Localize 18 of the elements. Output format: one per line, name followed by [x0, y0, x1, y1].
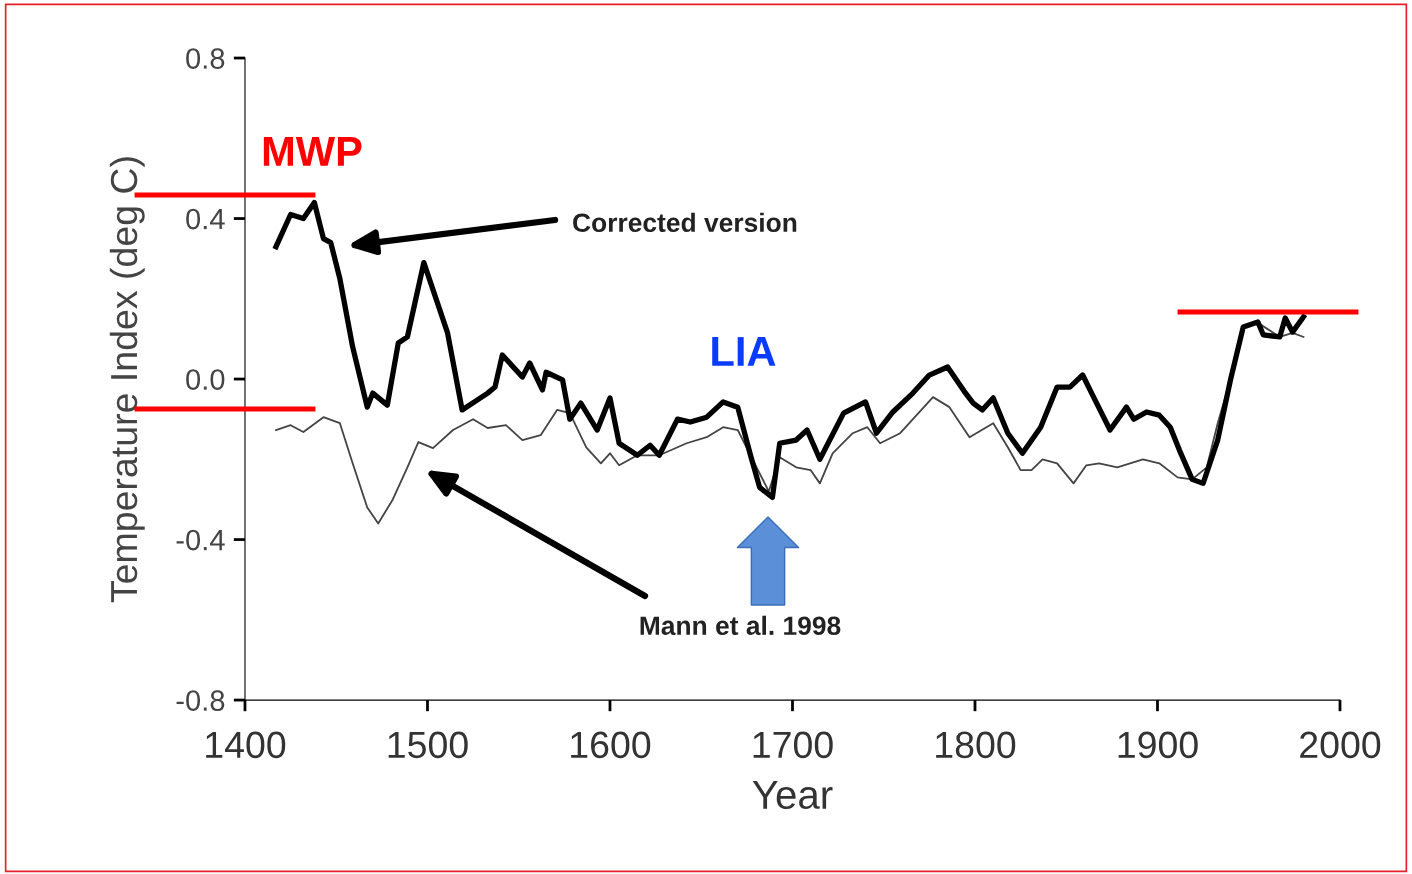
y-tick-label: 0.4	[186, 208, 225, 230]
x-tick-label: 1900	[1118, 731, 1198, 759]
x-tick-label: 1800	[936, 731, 1016, 759]
annotation: MWP	[263, 137, 362, 166]
annotation: Mann et al. 1998	[640, 615, 841, 636]
annotation: Corrected version	[573, 212, 797, 233]
y-axis-title: Temperature Index (deg C)	[109, 157, 145, 603]
y-tick-label: -0.8	[176, 690, 225, 711]
x-tick-label: 1500	[388, 731, 468, 759]
x-tick-label: 1400	[206, 731, 286, 759]
x-axis-title: Year	[752, 780, 833, 810]
annotation: LIA	[712, 337, 776, 366]
y-tick-label: -0.4	[176, 529, 225, 551]
y-tick-label: 0.0	[186, 369, 225, 390]
x-tick-label: 1600	[571, 731, 651, 759]
y-tick-label: 0.8	[186, 48, 225, 69]
x-tick-label: 1700	[753, 731, 833, 759]
x-tick-label: 2000	[1300, 731, 1381, 759]
